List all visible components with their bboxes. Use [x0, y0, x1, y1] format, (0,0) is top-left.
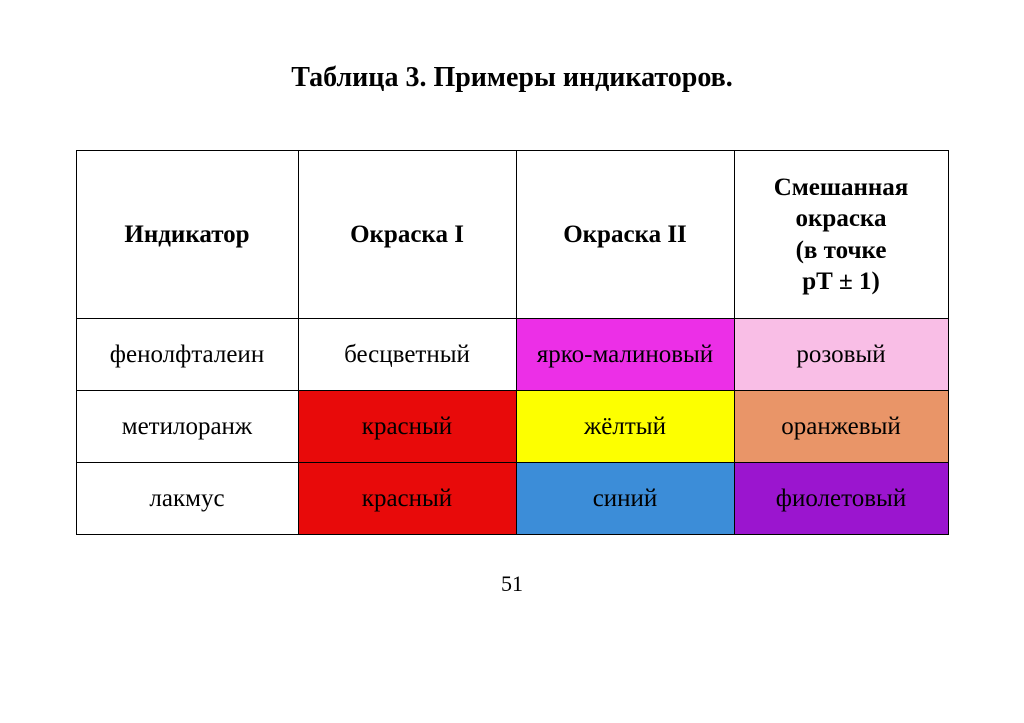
cell: синий	[516, 463, 734, 535]
header-cell-mixed: Смешанная окраска(в точкерТ ± 1)	[734, 151, 948, 319]
table-row: метилоранж красный жёлтый оранжевый	[76, 391, 948, 463]
table-header-row: Индикатор Окраска I Окраска II Смешанная…	[76, 151, 948, 319]
table-row: лакмус красный синий фиолетовый	[76, 463, 948, 535]
table-title: Таблица 3. Примеры индикаторов.	[291, 62, 733, 94]
page-container: Таблица 3. Примеры индикаторов. Индикато…	[0, 0, 1024, 723]
page-number: 51	[501, 571, 523, 597]
header-cell-color1: Окраска I	[298, 151, 516, 319]
cell: розовый	[734, 319, 948, 391]
cell: метилоранж	[76, 391, 298, 463]
header-cell-color2: Окраска II	[516, 151, 734, 319]
cell: фенолфталеин	[76, 319, 298, 391]
cell: лакмус	[76, 463, 298, 535]
cell: красный	[298, 463, 516, 535]
cell: бесцветный	[298, 319, 516, 391]
cell: оранжевый	[734, 391, 948, 463]
cell: ярко-малиновый	[516, 319, 734, 391]
cell: фиолетовый	[734, 463, 948, 535]
cell: красный	[298, 391, 516, 463]
indicators-table: Индикатор Окраска I Окраска II Смешанная…	[76, 150, 949, 535]
cell: жёлтый	[516, 391, 734, 463]
header-cell-indicator: Индикатор	[76, 151, 298, 319]
table-row: фенолфталеин бесцветный ярко-малиновый р…	[76, 319, 948, 391]
